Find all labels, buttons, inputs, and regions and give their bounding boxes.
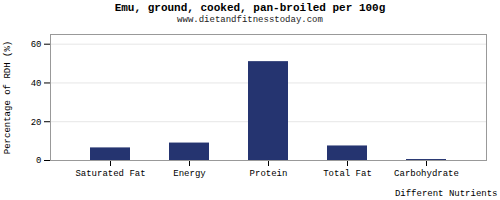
svg-text:0: 0	[36, 156, 41, 166]
svg-text:20: 20	[31, 118, 42, 128]
svg-text:Total Fat: Total Fat	[323, 169, 372, 179]
svg-text:60: 60	[31, 40, 42, 50]
svg-text:Percentage of RDH (%): Percentage of RDH (%)	[3, 41, 13, 154]
svg-text:40: 40	[31, 79, 42, 89]
svg-text:Energy: Energy	[173, 169, 206, 179]
svg-text:Different Nutrients: Different Nutrients	[395, 189, 498, 199]
html-text:www.dietandfitnesstoday.com: www.dietandfitnesstoday.com	[177, 15, 323, 25]
svg-text:Protein: Protein	[250, 169, 288, 179]
svg-text:Carbohydrate: Carbohydrate	[394, 169, 459, 179]
svg-text:Saturated Fat: Saturated Fat	[75, 169, 145, 179]
html-text:Emu, ground, cooked, pan-broil: Emu, ground, cooked, pan-broiled per 100…	[114, 2, 386, 14]
